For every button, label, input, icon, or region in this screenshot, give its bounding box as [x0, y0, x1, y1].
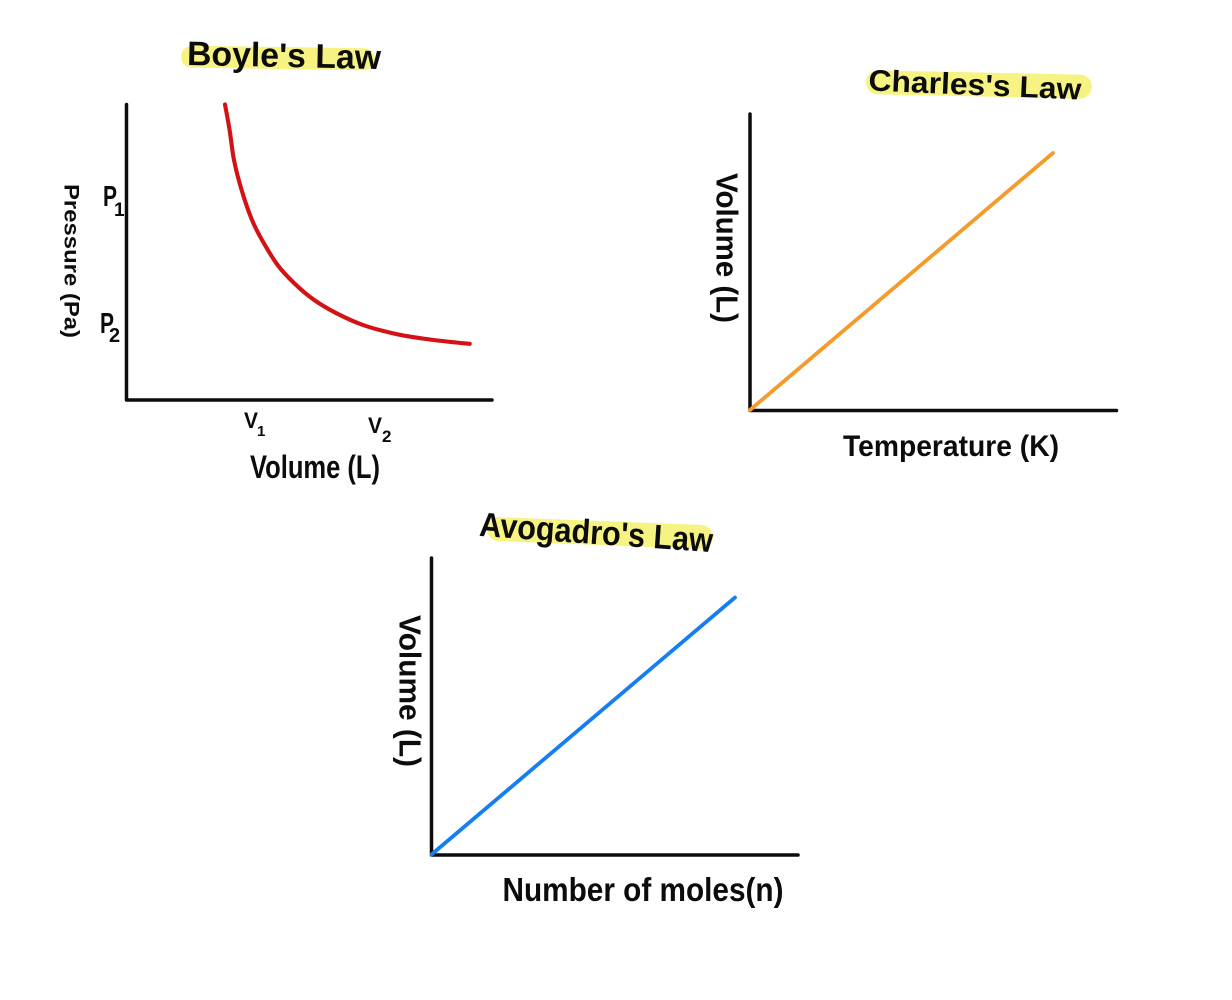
svg-text:2: 2 [109, 325, 120, 347]
svg-text:Avogadro's Law: Avogadro's Law [478, 506, 715, 560]
svg-text:Volume (L): Volume (L) [250, 449, 380, 485]
svg-text:1: 1 [114, 200, 125, 221]
svg-text:Volume (L): Volume (L) [710, 173, 745, 323]
svg-text:Volume (L): Volume (L) [393, 615, 428, 767]
svg-text:P: P [103, 181, 117, 213]
svg-text:Boyle's Law: Boyle's Law [187, 35, 382, 77]
svg-text:V: V [244, 408, 258, 433]
svg-text:Pressure (Pa): Pressure (Pa) [60, 184, 83, 338]
svg-text:P: P [100, 308, 114, 340]
svg-text:Temperature (K): Temperature (K) [843, 430, 1059, 463]
svg-text:Charles's Law: Charles's Law [868, 64, 1083, 106]
svg-text:V: V [368, 413, 382, 438]
svg-text:Number of moles(n): Number of moles(n) [503, 871, 784, 908]
svg-text:1: 1 [257, 423, 265, 440]
svg-text:2: 2 [382, 427, 391, 446]
